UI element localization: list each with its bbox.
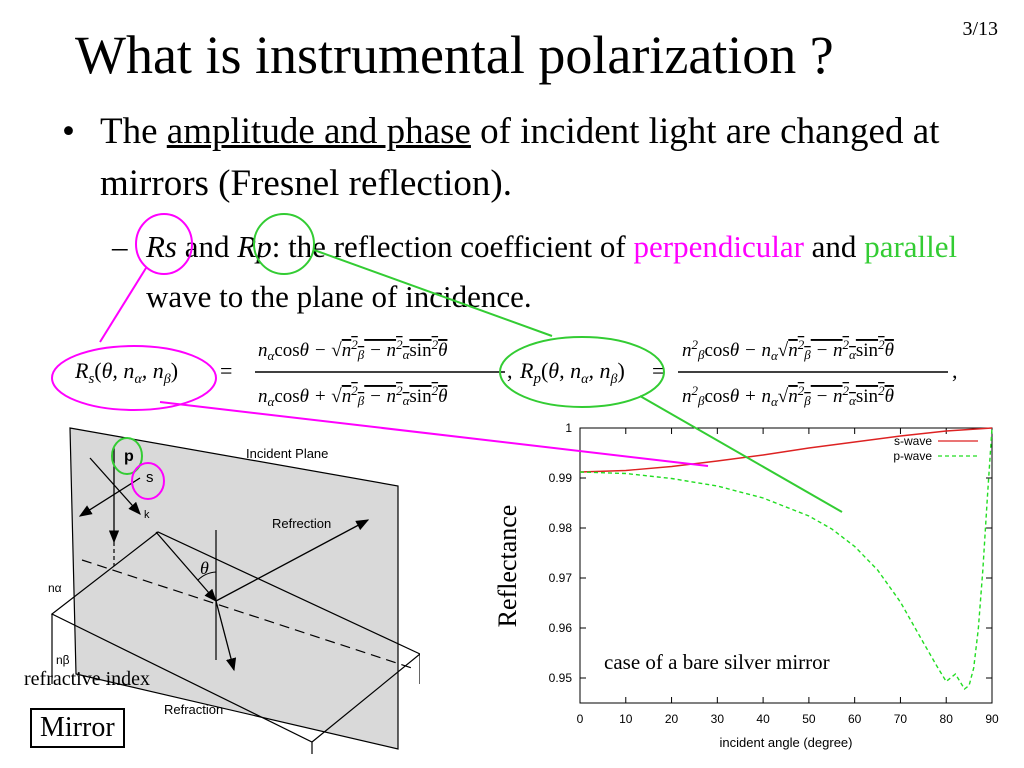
x-tick-label: 40	[756, 712, 770, 726]
page-title: What is instrumental polarization ?	[75, 25, 834, 85]
refraction-label: Refraction	[164, 702, 223, 717]
refracted-ray	[215, 600, 237, 672]
rp-label: Rp	[237, 229, 272, 264]
bullet-dot: •	[62, 111, 75, 152]
incident-plane-label: Incident Plane	[246, 446, 328, 461]
rs-numerator: nαcosθ − √n2β − n2αsin2θ	[258, 337, 447, 363]
refractive-index-label: refractive index	[24, 668, 151, 690]
bullet-1-text: The amplitude and phase of incident ligh…	[100, 106, 1000, 210]
k-label: k	[144, 509, 150, 521]
chart-ticks: 0 10 20 30 40 50 60 70 80 90 0.95 0.96 0.97 0.98 0.99 1	[549, 421, 999, 726]
s-label: s	[146, 469, 154, 486]
bullet-1-suffix: of incident light are changed at mirrors…	[100, 111, 940, 204]
bullet-1-prefix: The	[100, 111, 167, 152]
series-line-p-wave	[579, 427, 993, 691]
incident-ray	[155, 531, 217, 602]
chart-annotation: case of a bare silver mirror	[604, 650, 830, 674]
theta-label: θ	[200, 558, 209, 578]
bullet-2-text: Rs and Rp: the reflection coefficient of…	[146, 222, 1016, 322]
and-2: and	[803, 229, 865, 264]
page-number: 3/13	[962, 18, 998, 40]
x-tick-label: 90	[985, 712, 999, 726]
y-tick-label: 0.99	[549, 471, 573, 485]
k-vector	[89, 457, 141, 515]
bullet-1-underlined: amplitude and phase	[166, 111, 471, 152]
rs-label: Rs	[146, 229, 177, 264]
comma-2: ,	[952, 358, 958, 383]
reflection-label: Refrection	[272, 516, 331, 531]
y-tick-label: 0.97	[549, 571, 573, 585]
x-tick-label: 50	[802, 712, 816, 726]
x-tick-label: 0	[577, 712, 584, 726]
mirror-label: Mirror	[30, 708, 125, 748]
rs-denominator: nαcosθ + √n2β − n2αsin2θ	[258, 383, 447, 409]
and-1: and	[177, 229, 238, 264]
bullet-2-middle: : the reflection coefficient of	[271, 229, 634, 264]
rs-function: Rs(θ, nα, nβ)	[74, 358, 178, 387]
y-tick-label: 1	[565, 421, 572, 435]
rp-numerator: n2βcosθ − nα√n2β − n2αsin2θ	[682, 337, 894, 363]
equals-1: =	[220, 358, 232, 383]
incident-plane	[69, 427, 399, 750]
legend-s-wave: s-wave	[894, 434, 932, 448]
x-tick-label: 60	[848, 712, 862, 726]
legend: s-wave p-wave	[893, 434, 978, 463]
bullet-2-end: wave to the plane of incidence.	[146, 279, 532, 314]
x-tick-label: 80	[940, 712, 954, 726]
mirror-surface	[50, 531, 420, 743]
rp-function: Rp(θ, nα, nβ)	[519, 358, 625, 387]
reflectance-chart: 0 10 20 30 40 50 60 70 80 90 0.95 0.96 0.97 0.98 0.99 1…	[493, 421, 999, 750]
x-axis-label: incident angle (degree)	[720, 735, 853, 750]
fresnel-formula: Rs(θ, nα, nβ) = nαcosθ − √n2β − n2αsin2θ…	[74, 337, 958, 409]
bullet-dash: –	[112, 229, 128, 264]
perpendicular-word: perpendicular	[633, 229, 804, 264]
y-tick-label: 0.98	[549, 521, 573, 535]
x-tick-label: 10	[619, 712, 633, 726]
x-tick-label: 70	[894, 712, 908, 726]
y-axis-label: Reflectance	[493, 505, 522, 628]
comma-1: ,	[507, 358, 513, 383]
p-label: p	[124, 448, 134, 465]
n-beta-label: nβ	[56, 653, 70, 667]
equals-2: =	[652, 358, 664, 383]
y-tick-label: 0.96	[549, 621, 573, 635]
x-tick-label: 30	[711, 712, 725, 726]
parallel-word: parallel	[864, 229, 958, 264]
x-tick-label: 20	[665, 712, 679, 726]
s-vector	[78, 477, 141, 517]
reflected-ray	[215, 519, 370, 602]
intersection-line	[81, 559, 416, 670]
reflection-diagram: Incident Plane p s k θ Refrection Refrac…	[48, 427, 420, 754]
n-alpha-label: nα	[48, 581, 62, 595]
y-tick-label: 0.95	[549, 671, 573, 685]
legend-p-wave: p-wave	[893, 449, 932, 463]
rp-denominator: n2βcosθ + nα√n2β − n2αsin2θ	[682, 383, 894, 409]
